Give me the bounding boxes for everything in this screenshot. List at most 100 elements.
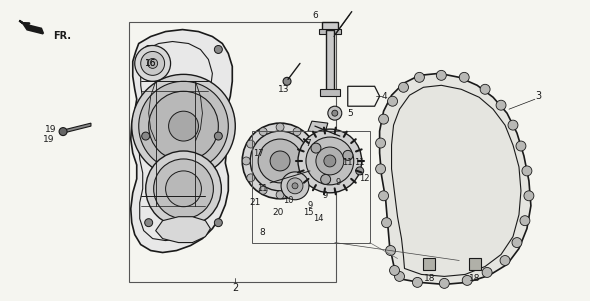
Text: 9: 9 (335, 178, 340, 187)
Text: 18: 18 (424, 274, 435, 283)
Circle shape (141, 51, 165, 75)
Circle shape (412, 278, 422, 287)
Circle shape (258, 139, 302, 183)
Bar (252, 131, 370, 243)
Circle shape (324, 155, 336, 167)
Circle shape (379, 191, 389, 201)
Circle shape (508, 120, 518, 130)
Circle shape (242, 123, 318, 199)
Circle shape (145, 45, 153, 54)
Circle shape (321, 174, 330, 185)
Text: 11: 11 (257, 184, 267, 193)
Circle shape (512, 237, 522, 247)
Circle shape (459, 72, 469, 82)
Circle shape (386, 246, 395, 256)
Circle shape (376, 164, 386, 174)
Polygon shape (424, 259, 435, 270)
Circle shape (520, 216, 530, 226)
Circle shape (281, 172, 309, 200)
Circle shape (293, 186, 301, 194)
Circle shape (292, 183, 298, 189)
Circle shape (522, 166, 532, 176)
Text: 13: 13 (278, 85, 290, 94)
Text: 18: 18 (470, 274, 481, 283)
Circle shape (414, 72, 424, 82)
Bar (320, 89, 340, 96)
Circle shape (306, 137, 354, 185)
Text: 16: 16 (145, 59, 156, 68)
Text: 6: 6 (312, 11, 318, 20)
Circle shape (250, 131, 310, 191)
Circle shape (142, 132, 150, 140)
Circle shape (283, 77, 291, 85)
Circle shape (379, 114, 389, 124)
Text: 3: 3 (536, 91, 542, 101)
Bar (319, 29, 341, 33)
Circle shape (298, 129, 362, 193)
Circle shape (276, 191, 284, 199)
Circle shape (242, 157, 250, 165)
Polygon shape (63, 123, 91, 133)
Text: 9: 9 (307, 201, 313, 210)
Text: 2: 2 (232, 283, 238, 293)
Text: 20: 20 (273, 208, 284, 217)
Circle shape (166, 171, 201, 207)
Polygon shape (131, 29, 234, 253)
Circle shape (382, 218, 392, 228)
Circle shape (259, 128, 267, 136)
Bar (129, 22, 336, 282)
Circle shape (153, 159, 214, 219)
Text: 14: 14 (313, 214, 323, 223)
Circle shape (169, 111, 198, 141)
Circle shape (139, 81, 228, 171)
Circle shape (276, 123, 284, 131)
Circle shape (496, 100, 506, 110)
Circle shape (332, 110, 338, 116)
Text: 19: 19 (44, 135, 55, 144)
Circle shape (440, 278, 449, 288)
Bar (322, 22, 338, 29)
Circle shape (270, 151, 290, 171)
Text: 11: 11 (355, 158, 365, 167)
Text: FR.: FR. (53, 30, 71, 41)
Circle shape (462, 275, 472, 285)
Polygon shape (156, 217, 211, 243)
Circle shape (149, 91, 218, 161)
Text: 21: 21 (250, 198, 261, 207)
Circle shape (287, 178, 303, 194)
Circle shape (437, 70, 446, 80)
Circle shape (311, 143, 321, 153)
Circle shape (306, 174, 313, 182)
Circle shape (148, 58, 158, 68)
Circle shape (480, 84, 490, 94)
Circle shape (145, 219, 153, 227)
Text: 7: 7 (305, 138, 311, 147)
Polygon shape (19, 20, 43, 33)
Text: 5: 5 (347, 109, 353, 118)
Circle shape (356, 167, 363, 175)
Text: 9: 9 (322, 191, 327, 200)
Circle shape (316, 147, 344, 175)
Bar (326, 29, 334, 91)
Circle shape (328, 106, 342, 120)
Circle shape (214, 132, 222, 140)
Circle shape (214, 45, 222, 54)
Circle shape (398, 82, 408, 92)
Polygon shape (469, 259, 481, 270)
Text: 8: 8 (259, 228, 265, 237)
Text: 17: 17 (253, 150, 264, 159)
Circle shape (306, 140, 313, 148)
Text: 16: 16 (145, 59, 156, 68)
Circle shape (146, 151, 221, 227)
Circle shape (214, 219, 222, 227)
Text: 11: 11 (343, 158, 353, 167)
Circle shape (247, 174, 255, 182)
Text: 4: 4 (382, 92, 388, 101)
Text: 19: 19 (45, 125, 57, 134)
Circle shape (388, 96, 398, 106)
Circle shape (389, 265, 399, 275)
Text: 15: 15 (303, 208, 313, 217)
Circle shape (310, 157, 318, 165)
Polygon shape (308, 121, 328, 133)
Circle shape (343, 150, 353, 160)
